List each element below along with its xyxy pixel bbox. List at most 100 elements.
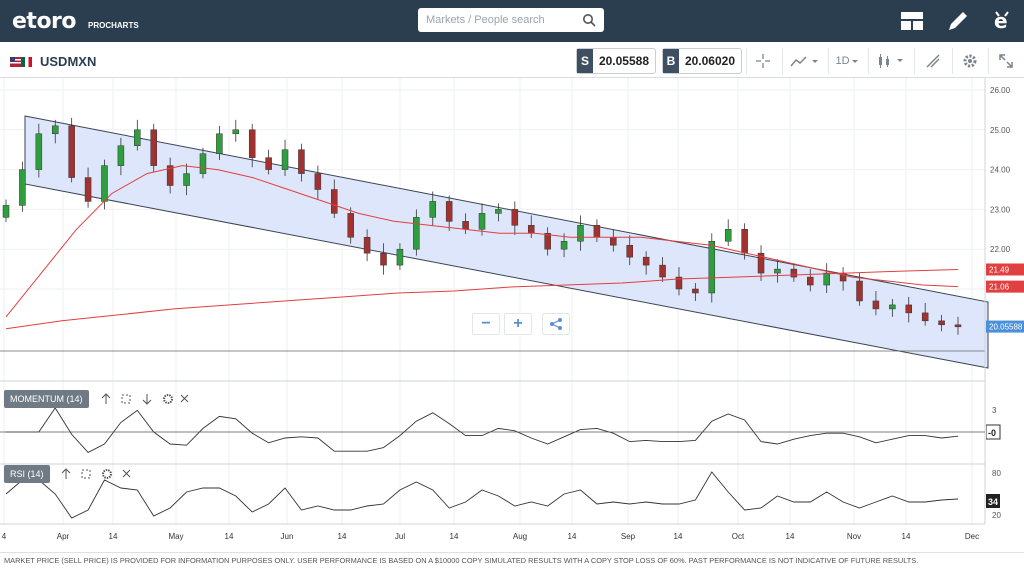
price-tag xyxy=(986,263,1024,276)
timeframe-button[interactable]: 1D xyxy=(828,48,866,74)
candle-body xyxy=(724,229,732,242)
momentum-value: -0 xyxy=(988,428,996,438)
move-up-icon xyxy=(101,393,111,404)
x-tick-label: May xyxy=(168,532,183,541)
share-icon xyxy=(550,318,562,330)
move-down-icon xyxy=(142,394,152,405)
rsi-tick-80: 80 xyxy=(992,469,1001,478)
candle-style-button[interactable] xyxy=(868,48,912,74)
crosshair-icon xyxy=(755,54,770,68)
candle-body xyxy=(216,133,223,154)
candle-body xyxy=(593,225,601,238)
candle-body xyxy=(659,264,666,278)
y-tick-label: 22.00 xyxy=(990,245,1011,254)
drawing-tools-button[interactable] xyxy=(914,48,950,74)
zoom-in-button[interactable]: + xyxy=(504,313,532,335)
x-tick-label: 14 xyxy=(225,532,234,541)
x-tick-label: Aug xyxy=(513,532,527,541)
share-button[interactable] xyxy=(542,313,570,335)
rsi-indicator-label[interactable]: RSI (14) xyxy=(4,465,50,483)
candle-body xyxy=(363,237,371,254)
candle-body xyxy=(790,268,798,278)
momentum-controls[interactable] xyxy=(100,393,190,405)
candle-body xyxy=(166,165,174,186)
instrument-toolbar: USDMXN S 20.05588 B 20.06020 1D xyxy=(0,44,1024,78)
candle-body xyxy=(544,233,551,250)
etoro-e-icon[interactable]: e xyxy=(990,9,1014,33)
plus-icon: + xyxy=(513,315,523,332)
sell-price: 20.05588 xyxy=(598,54,649,68)
candle-body xyxy=(265,157,272,170)
x-tick-label: 14 xyxy=(674,532,683,541)
x-tick-label: 14 xyxy=(902,532,911,541)
gear-icon xyxy=(102,469,112,479)
price-tag xyxy=(986,320,1024,333)
candle-body xyxy=(150,129,157,166)
maximize-icon xyxy=(121,394,131,404)
maximize-icon xyxy=(81,469,91,479)
fullscreen-button[interactable] xyxy=(988,48,1022,74)
candle-body xyxy=(560,240,568,250)
pencil-icon[interactable] xyxy=(946,9,970,33)
chart-type-button[interactable] xyxy=(782,48,826,74)
candle-body xyxy=(248,129,256,158)
candle-body xyxy=(314,173,322,190)
buy-tag: B xyxy=(663,49,679,73)
candle-body xyxy=(331,189,338,214)
sell-tag: S xyxy=(577,49,593,73)
candle-body xyxy=(347,213,354,238)
x-tick-label: Sep xyxy=(621,532,636,541)
candlestick-icon xyxy=(878,54,903,68)
candle-body xyxy=(889,304,896,310)
search-input[interactable] xyxy=(426,12,576,28)
chart-settings-button[interactable] xyxy=(952,48,986,74)
candle-body xyxy=(511,209,519,226)
sell-button[interactable]: S 20.05588 xyxy=(576,48,656,74)
x-tick-label: 14 xyxy=(450,532,459,541)
rsi-controls[interactable] xyxy=(60,468,140,480)
candle-body xyxy=(692,288,699,294)
candle-body xyxy=(462,221,469,230)
candle-body xyxy=(872,300,880,310)
candle-body xyxy=(642,256,650,266)
minus-icon: − xyxy=(481,315,491,332)
moving-average-long xyxy=(5,269,959,330)
price-tag-label: 21.06 xyxy=(989,283,1010,292)
zoom-out-button[interactable]: − xyxy=(472,313,500,335)
y-tick-label: 24.00 xyxy=(990,166,1011,175)
x-tick-label: Dec xyxy=(965,532,979,541)
candle-body xyxy=(396,248,404,266)
candle-body xyxy=(117,145,125,166)
disclaimer-footer: MARKET PRICE (SELL PRICE) IS PROVIDED FO… xyxy=(0,552,1024,576)
crosshair-button[interactable] xyxy=(746,48,778,74)
buy-price: 20.06020 xyxy=(684,54,735,68)
search-box[interactable] xyxy=(418,8,604,32)
price-tag-label: 20.05588 xyxy=(989,323,1023,332)
procharts-label: PROCHARTS xyxy=(88,21,139,30)
close-icon xyxy=(180,394,189,403)
momentum-indicator-label[interactable]: MOMENTUM (14) xyxy=(4,390,89,408)
x-tick-label: Nov xyxy=(847,532,861,541)
layout-icon[interactable] xyxy=(900,9,924,33)
close-icon xyxy=(122,469,131,478)
candle-body xyxy=(101,165,108,202)
candle-body xyxy=(2,205,10,218)
search-icon[interactable] xyxy=(582,13,596,27)
candle-body xyxy=(19,169,26,206)
etoro-logo[interactable]: etoro xyxy=(12,9,77,34)
price-tag xyxy=(986,280,1024,293)
candle-body xyxy=(35,133,43,170)
candle-body xyxy=(478,213,486,230)
candle-body xyxy=(774,268,781,274)
line-chart-icon xyxy=(789,56,818,67)
buy-button[interactable]: B 20.06020 xyxy=(662,48,742,74)
candle-body xyxy=(413,217,420,250)
timeframe-label: 1D xyxy=(835,55,850,67)
candle-body xyxy=(741,229,748,254)
candle-body xyxy=(183,173,190,186)
x-tick-label: 14 xyxy=(109,532,118,541)
momentum-line xyxy=(6,407,959,453)
expand-icon xyxy=(998,54,1013,68)
